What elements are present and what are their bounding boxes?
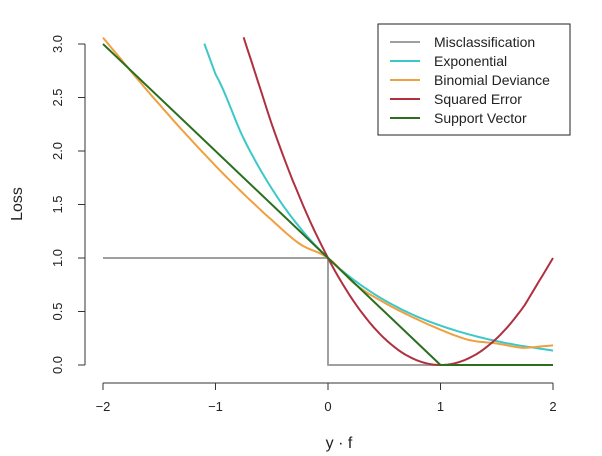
legend-label: Misclassification: [434, 34, 535, 50]
y-tick-label: 1.0: [50, 249, 65, 267]
y-tick-label: 0.0: [50, 356, 65, 374]
series-layer: [102, 36, 554, 366]
legend: Misclassification Exponential Binomial Dev…: [377, 23, 571, 136]
x-axis-ticks: −2 −1 0 1 2: [96, 383, 557, 414]
y-axis-title: Loss: [9, 187, 26, 221]
x-axis-title: y · f: [326, 435, 353, 452]
series-line-support-vector: [102, 43, 553, 366]
plot-area: −2 −1 0 1 2 0.0 0.5 1.0 1.5 2.0 2.5 3.0: [50, 35, 557, 414]
x-tick-label: −2: [96, 399, 111, 414]
y-tick-label: 2.5: [50, 88, 65, 106]
x-tick-label: 2: [549, 399, 556, 414]
y-tick-label: 0.5: [50, 302, 65, 320]
legend-label: Binomial Deviance: [434, 72, 550, 88]
legend-label: Support Vector: [434, 110, 527, 126]
series-line-squared-error: [242, 36, 554, 366]
legend-label: Exponential: [434, 53, 507, 69]
y-axis-ticks: 0.0 0.5 1.0 1.5 2.0 2.5 3.0: [50, 35, 85, 374]
x-tick-label: −1: [208, 399, 223, 414]
y-tick-label: 1.5: [50, 195, 65, 213]
x-tick-label: 0: [324, 399, 331, 414]
y-tick-label: 2.0: [50, 142, 65, 160]
series-line-exponential: [203, 43, 554, 352]
x-tick-label: 1: [437, 399, 444, 414]
legend-label: Squared Error: [434, 91, 522, 107]
y-tick-label: 3.0: [50, 35, 65, 53]
